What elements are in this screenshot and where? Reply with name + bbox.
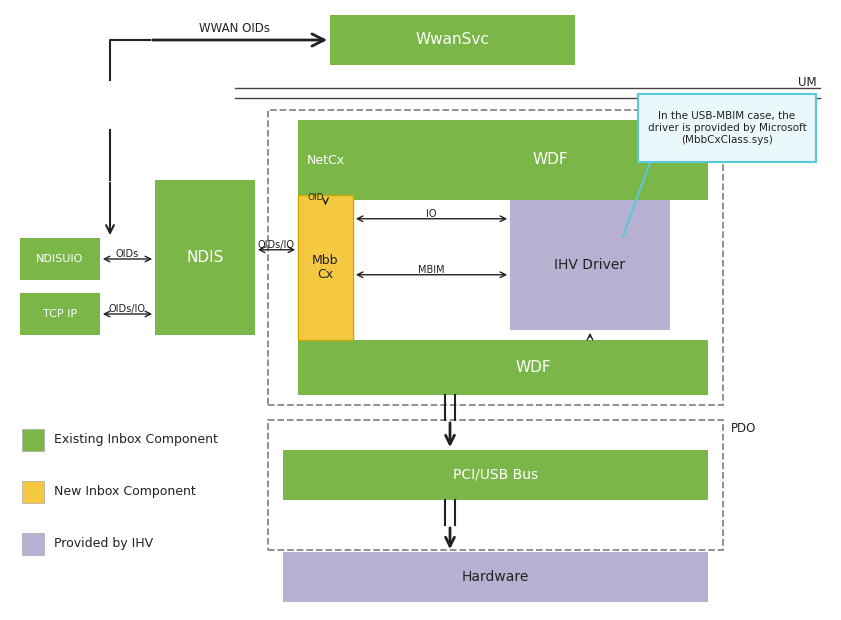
Text: OID: OID (307, 193, 324, 202)
Bar (22, 429, 44, 451)
Text: OIDs: OIDs (116, 249, 139, 259)
Text: In the USB-MBIM case, the
driver is provided by Microsoft
(MbbCxClass.sys): In the USB-MBIM case, the driver is prov… (648, 112, 807, 144)
Text: NDIS: NDIS (187, 250, 224, 265)
Bar (298, 340, 708, 395)
Text: IHV Driver: IHV Driver (554, 258, 626, 272)
Bar (283, 552, 708, 602)
Bar (330, 15, 575, 65)
Bar (20, 238, 100, 280)
Text: NetCx: NetCx (306, 154, 345, 167)
Bar (298, 195, 353, 340)
Text: MBIM: MBIM (418, 265, 445, 275)
Text: WwanSvc: WwanSvc (415, 32, 489, 48)
Text: WDF: WDF (532, 153, 569, 167)
Bar (268, 110, 723, 405)
Bar (638, 94, 816, 162)
Text: WWAN OIDs: WWAN OIDs (199, 22, 271, 35)
Bar (22, 533, 44, 555)
Text: Mbb
Cx: Mbb Cx (312, 254, 339, 281)
Text: KM: KM (798, 97, 816, 110)
Bar (353, 120, 708, 200)
Bar (22, 481, 44, 503)
Bar (268, 420, 723, 550)
Text: Hardware: Hardware (462, 570, 529, 584)
Text: Provided by IHV: Provided by IHV (54, 538, 153, 551)
Text: IO: IO (426, 209, 436, 219)
Text: TCP IP: TCP IP (43, 309, 77, 319)
Text: New Inbox Component: New Inbox Component (54, 485, 196, 498)
Text: WDF: WDF (516, 360, 551, 375)
Text: UM: UM (798, 76, 817, 89)
Text: PDO: PDO (731, 422, 756, 435)
Text: OIDs/IO: OIDs/IO (258, 240, 295, 250)
Bar (283, 450, 708, 500)
Text: Existing Inbox Component: Existing Inbox Component (54, 433, 218, 446)
Bar (155, 180, 255, 335)
Text: FDO: FDO (731, 112, 756, 125)
Text: NDISUIO: NDISUIO (36, 254, 84, 264)
Bar (298, 120, 353, 200)
Text: PCI/USB Bus: PCI/USB Bus (453, 468, 538, 482)
Bar (20, 293, 100, 335)
Bar (510, 200, 670, 330)
Text: OIDs/IO: OIDs/IO (109, 304, 146, 314)
